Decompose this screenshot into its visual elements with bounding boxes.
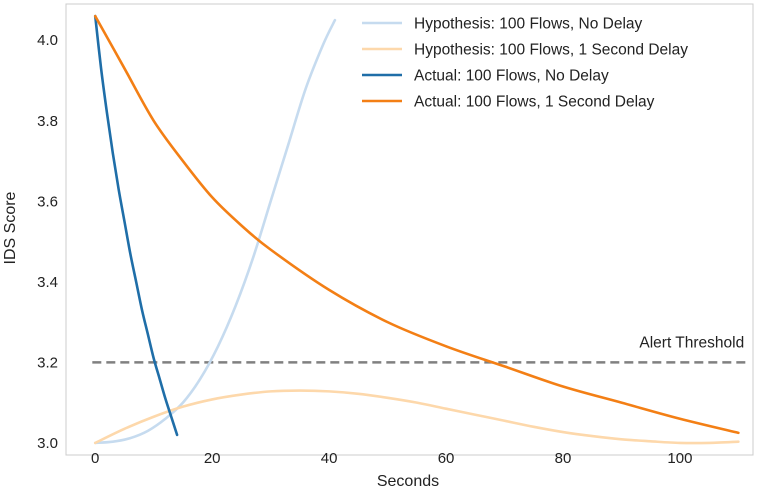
legend-label: Actual: 100 Flows, 1 Second Delay xyxy=(414,94,655,111)
x-tick-label: 60 xyxy=(438,450,455,467)
y-tick-label: 3.0 xyxy=(37,435,58,452)
y-axis-ticks: 3.0 3.2 3.4 3.6 3.8 4.0 xyxy=(37,32,58,452)
legend-item-actual-delay: Actual: 100 Flows, 1 Second Delay xyxy=(362,94,655,111)
y-tick-label: 3.8 xyxy=(37,113,58,130)
threshold-label: Alert Threshold xyxy=(639,334,744,351)
x-axis-title: Seconds xyxy=(377,473,439,488)
legend-item-hypothesis-delay: Hypothesis: 100 Flows, 1 Second Delay xyxy=(362,42,688,59)
y-tick-label: 4.0 xyxy=(37,32,58,49)
hypothesis-delay-line xyxy=(93,389,740,445)
plot-area xyxy=(65,3,754,456)
y-tick-label: 3.2 xyxy=(37,354,58,371)
x-tick-label: 80 xyxy=(555,450,572,467)
y-tick-label: 3.4 xyxy=(37,274,58,291)
y-axis-title: IDS Score xyxy=(2,191,19,264)
hypothesis-no-delay-line xyxy=(93,18,337,445)
y-tick-label: 3.6 xyxy=(37,193,58,210)
legend-item-actual-no-delay: Actual: 100 Flows, No Delay xyxy=(362,68,609,85)
x-tick-label: 20 xyxy=(204,450,221,467)
legend-label: Actual: 100 Flows, No Delay xyxy=(414,68,609,85)
actual-delay-line xyxy=(93,14,740,435)
legend-item-hypothesis-no-delay: Hypothesis: 100 Flows, No Delay xyxy=(362,16,643,33)
legend-label: Hypothesis: 100 Flows, 1 Second Delay xyxy=(414,42,688,59)
legend: Hypothesis: 100 Flows, No Delay Hypothesi… xyxy=(362,16,688,111)
legend-label: Hypothesis: 100 Flows, No Delay xyxy=(414,16,643,33)
x-axis-ticks: 0 20 40 60 80 100 xyxy=(91,450,692,467)
series-layer xyxy=(93,14,740,445)
x-tick-label: 0 xyxy=(91,450,99,467)
actual-no-delay-line xyxy=(93,14,179,437)
x-tick-label: 100 xyxy=(667,450,692,467)
x-tick-label: 40 xyxy=(321,450,338,467)
